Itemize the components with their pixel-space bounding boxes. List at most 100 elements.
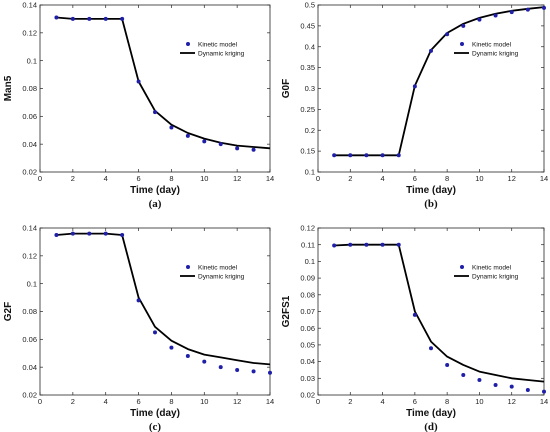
y-tick-label: 0.15 <box>300 147 315 156</box>
y-tick-label: 0.1 <box>305 168 315 177</box>
x-tick-label: 4 <box>104 174 108 183</box>
x-tick-label: 4 <box>380 174 384 183</box>
x-tick-label: 12 <box>233 174 241 183</box>
x-tick-label: 14 <box>266 174 274 183</box>
kinetic-point <box>396 242 401 247</box>
kinetic-point <box>380 242 385 247</box>
x-tick-label: 4 <box>380 397 384 406</box>
y-tick-label: 0.11 <box>301 240 315 249</box>
kinetic-point <box>54 232 59 237</box>
kinetic-point <box>153 330 157 335</box>
y-tick-label: 0.2 <box>305 126 315 135</box>
y-axis-label: G2FS1 <box>281 295 292 327</box>
y-tick-label: 0.1 <box>305 257 315 266</box>
y-tick-label: 0.14 <box>22 1 37 10</box>
y-tick-label: 0.09 <box>300 274 315 283</box>
kinetic-point <box>185 354 190 359</box>
kinetic-point <box>445 32 450 37</box>
kinetic-point <box>477 17 482 22</box>
kriging-line <box>56 232 271 366</box>
kinetic-point <box>251 369 256 374</box>
y-tick-label: 0.02 <box>22 391 37 400</box>
y-tick-label: 0.08 <box>22 307 37 316</box>
kinetic-point <box>235 146 240 151</box>
y-tick-label: 0.1 <box>27 279 37 288</box>
legend-box <box>178 261 266 281</box>
kinetic-point <box>235 367 240 372</box>
kinetic-point <box>332 243 337 248</box>
y-tick-label: 0.05 <box>300 341 315 350</box>
y-tick-label: 0.07 <box>300 307 315 316</box>
kinetic-point <box>396 153 401 158</box>
y-tick-label: 0.14 <box>22 224 37 233</box>
legend-kriging-label: Dynamic kriging <box>198 50 245 57</box>
y-tick-label: 0.45 <box>300 21 315 30</box>
kinetic-point <box>429 346 433 351</box>
x-tick-label: 8 <box>445 174 449 183</box>
legend-box <box>452 261 540 281</box>
x-tick-label: 2 <box>71 174 75 183</box>
panel-label: (c) <box>149 421 162 432</box>
plot-area-a <box>39 4 271 173</box>
x-tick-label: 10 <box>475 174 483 183</box>
legend-kinetic-label: Kinetic model <box>472 264 512 271</box>
y-tick-label: 0.06 <box>300 324 315 333</box>
kinetic-point <box>445 362 450 367</box>
kinetic-point <box>268 370 272 375</box>
x-axis-label: Time (day) <box>130 185 180 196</box>
kriging-line <box>334 6 545 157</box>
x-tick-label: 0 <box>38 397 42 406</box>
x-tick-label: 6 <box>136 174 140 183</box>
x-tick-label: 0 <box>316 174 320 183</box>
x-tick-label: 12 <box>508 397 516 406</box>
kinetic-point <box>169 125 174 130</box>
legend-kinetic-marker <box>186 265 190 269</box>
kinetic-point <box>542 5 546 10</box>
y-tick-label: 0.04 <box>22 363 37 372</box>
kinetic-point <box>70 231 75 236</box>
kinetic-point <box>136 298 141 303</box>
y-tick-label: 0.12 <box>300 224 315 233</box>
kinetic-point <box>493 13 498 18</box>
legend-a: Kinetic model Dynamic kriging <box>178 38 266 58</box>
x-tick-label: 10 <box>200 397 208 406</box>
y-tick-label: 0.03 <box>300 374 315 383</box>
kinetic-point <box>509 384 514 389</box>
kinetic-point <box>87 231 92 236</box>
legend-kinetic-label: Kinetic model <box>198 41 238 48</box>
legend-box <box>178 38 266 58</box>
kinetic-point <box>525 7 530 12</box>
kriging-line <box>334 243 545 383</box>
panel-d: 0 2 4 6 8 10 12 14 0.02 0.03 0.04 0.05 0.06 0.07 0.08 0… <box>281 224 548 432</box>
kinetic-point <box>202 139 207 144</box>
panel-b: 0 2 4 6 8 10 12 14 0.1 0.15 0.2 0.25 0.3 0.35 0.4 0.45 0… <box>281 1 548 210</box>
kinetic-point <box>542 389 546 394</box>
legend-kriging-label: Dynamic kriging <box>472 50 519 57</box>
kinetic-point <box>202 359 207 364</box>
kinetic-point <box>525 387 530 392</box>
y-tick-label: 0.04 <box>300 357 315 366</box>
y-tick-label: 0.08 <box>300 290 315 299</box>
kinetic-point <box>348 242 353 247</box>
x-tick-label: 2 <box>71 397 75 406</box>
panel-label: (a) <box>149 198 162 210</box>
legend-b: Kinetic model Dynamic kriging <box>452 38 540 58</box>
legend-kinetic-label: Kinetic model <box>472 41 512 48</box>
kinetic-point <box>153 110 157 115</box>
x-tick-label: 12 <box>508 174 516 183</box>
x-tick-label: 6 <box>413 397 417 406</box>
y-tick-label: 0.08 <box>22 84 37 93</box>
x-tick-label: 2 <box>348 397 352 406</box>
kinetic-point <box>364 153 369 158</box>
panel-c: 0 2 4 6 8 10 12 14 0.02 0.04 0.06 0.08 0.1 0.12 0.14 Ti… <box>3 224 274 432</box>
kinetic-point <box>251 147 256 152</box>
y-tick-label: 0.02 <box>300 391 315 400</box>
kinetic-point <box>477 377 482 382</box>
kinetic-point <box>185 133 190 138</box>
kinetic-point <box>54 15 59 20</box>
y-tick-label: 0.02 <box>22 168 37 177</box>
kinetic-point <box>461 23 466 28</box>
y-tick-label: 0.12 <box>22 251 37 260</box>
x-tick-label: 8 <box>169 174 173 183</box>
kinetic-point <box>218 365 223 370</box>
